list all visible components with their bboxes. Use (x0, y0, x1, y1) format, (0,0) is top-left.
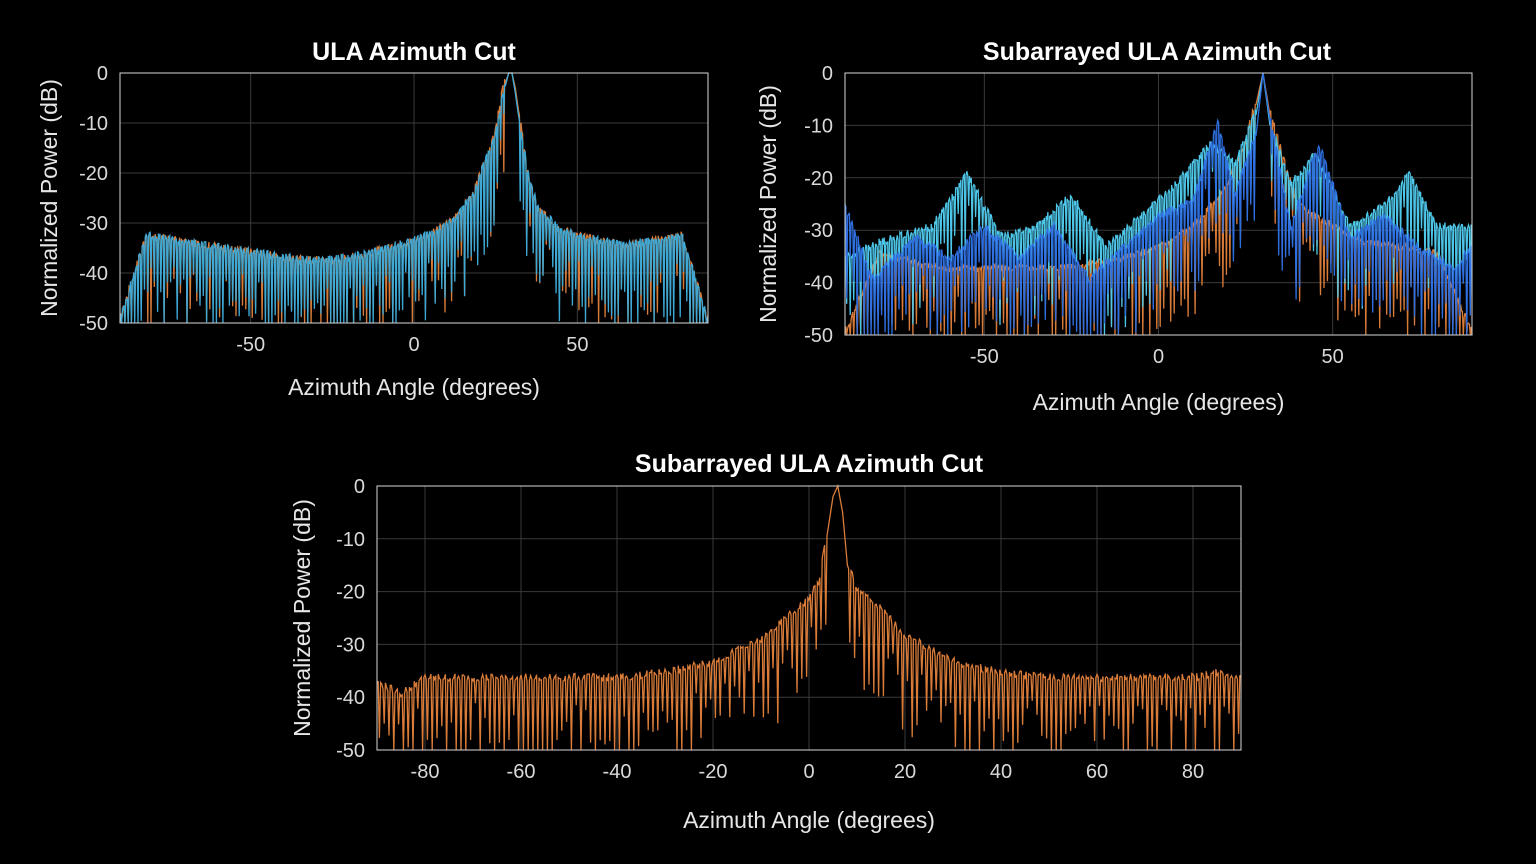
x-tick-label: 40 (990, 761, 1012, 783)
y-tick-label: -30 (79, 213, 108, 235)
y-tick-label: 0 (822, 63, 833, 85)
x-tick-label: -40 (603, 761, 632, 783)
x-tick-label: 60 (1086, 761, 1108, 783)
sub-series-blue (844, 72, 1473, 336)
x-tick-label: -60 (507, 761, 536, 783)
y-tick-label: -50 (79, 313, 108, 335)
x-tick-label: -50 (236, 334, 265, 356)
x-axis-label: Azimuth Angle (degrees) (288, 374, 540, 400)
plot-frame (119, 72, 709, 324)
y-axis-label: Normalized Power (dB) (755, 85, 781, 323)
x-axis-label: Azimuth Angle (degrees) (683, 807, 935, 833)
x-tick-label: 50 (1322, 346, 1344, 368)
x-tick-label: -80 (411, 761, 440, 783)
y-tick-label: -10 (79, 113, 108, 135)
y-tick-label: -40 (336, 687, 365, 709)
chart-title: Subarrayed ULA Azimuth Cut (635, 450, 984, 478)
y-tick-label: -10 (804, 115, 833, 137)
plot-frame (844, 72, 1473, 336)
sub-series-orange (844, 72, 1473, 336)
y-axis-label: Normalized Power (dB) (289, 499, 315, 737)
x-tick-label: -20 (699, 761, 728, 783)
chart-2: -50 0 50 0 -10 -20 -30 -40 -50 Subarrayed ULA Azi… (755, 38, 1473, 415)
chart-title: ULA Azimuth Cut (312, 38, 516, 66)
x-tick-label: 80 (1182, 761, 1204, 783)
ula-series-2 (119, 72, 709, 324)
y-tick-label: -20 (79, 163, 108, 185)
y-tick-label: 0 (354, 476, 365, 498)
x-tick-label: 50 (566, 334, 588, 356)
chart-3: -80 -60 -40 -20 0 20 40 60 80 0 -10 -20 -30 -40 -50 Sub… (289, 450, 1242, 833)
x-axis-label: Azimuth Angle (degrees) (1033, 389, 1285, 415)
x-tick-label: -50 (970, 346, 999, 368)
x-tick-label: 0 (408, 334, 419, 356)
plot-frame (376, 485, 1242, 751)
y-tick-label: -40 (79, 263, 108, 285)
y-tick-label: -20 (804, 168, 833, 190)
y-tick-label: -10 (336, 529, 365, 551)
sub-series-lightblue (844, 72, 1473, 336)
y-tick-label: -40 (804, 273, 833, 295)
y-tick-label: -50 (336, 740, 365, 762)
bottom-series (376, 483, 1242, 751)
y-tick-label: -30 (804, 220, 833, 242)
y-tick-label: -20 (336, 582, 365, 604)
x-tick-label: 0 (1153, 346, 1164, 368)
y-tick-label: 0 (97, 63, 108, 85)
chart-title: Subarrayed ULA Azimuth Cut (983, 38, 1332, 66)
x-tick-label: 0 (803, 761, 814, 783)
y-tick-label: -50 (804, 325, 833, 347)
y-axis-label: Normalized Power (dB) (36, 79, 62, 317)
x-tick-label: 20 (894, 761, 916, 783)
chart-1: -50 0 50 0 -10 -20 -30 -40 -50 ULA Azimuth Cut Azi… (36, 38, 709, 400)
y-tick-label: -30 (336, 634, 365, 656)
